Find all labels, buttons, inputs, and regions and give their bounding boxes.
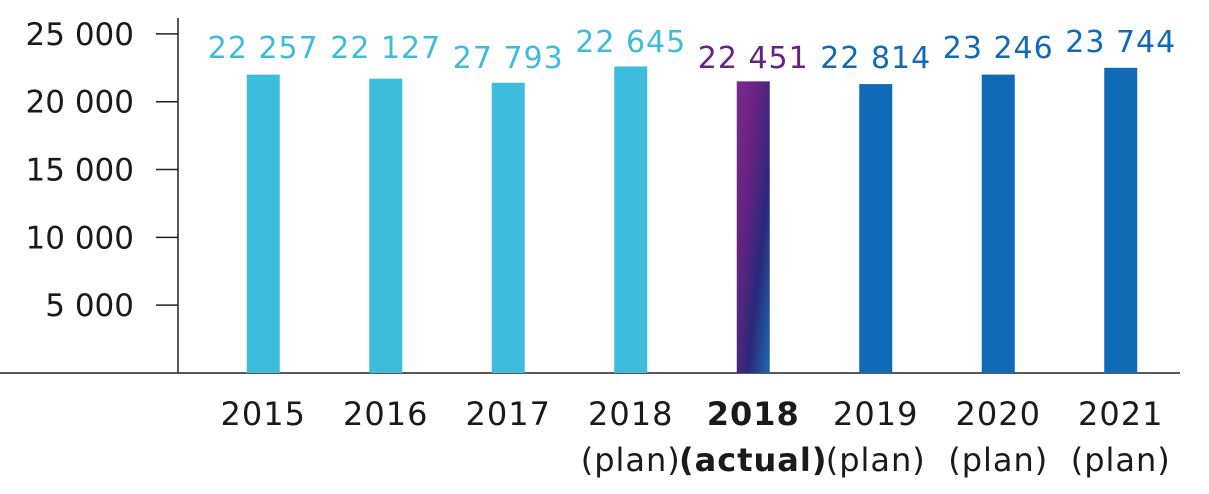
bar <box>491 82 525 373</box>
bar <box>369 78 403 373</box>
data-label: 22 127 <box>330 31 441 66</box>
x-axis: 2015 2016 2017 2018(plan)2018(actual)2019(p… <box>221 395 1171 479</box>
x-tick-label: 2017 <box>466 395 551 433</box>
data-label: 27 793 <box>453 41 564 76</box>
data-label: 22 451 <box>698 41 809 76</box>
data-label: 22 645 <box>575 25 686 60</box>
y-tick-label: 10 000 <box>26 220 134 256</box>
x-tick-sublabel: (plan) <box>826 441 926 479</box>
x-tick-label: 2020 <box>956 395 1041 433</box>
bar <box>736 81 770 373</box>
y-tick-label: 15 000 <box>26 153 134 189</box>
x-tick-label: 2016 <box>343 395 428 433</box>
y-tick-label: 20 000 <box>26 85 134 121</box>
x-tick-label: 2018 <box>707 395 800 433</box>
x-tick-label: 2015 <box>221 395 306 433</box>
x-tick-label: 2019 <box>833 395 918 433</box>
x-tick-sublabel: (actual) <box>679 441 827 479</box>
bar <box>1104 67 1138 374</box>
data-labels: 22 257 22 127 27 793 22 645 22 451 22 814 23 2… <box>208 25 1176 76</box>
x-tick-sublabel: (plan) <box>948 441 1048 479</box>
bar <box>981 74 1015 373</box>
data-label: 22 814 <box>820 41 931 76</box>
bar <box>246 74 280 373</box>
x-tick-sublabel: (plan) <box>581 441 681 479</box>
x-tick-label: 2018 <box>588 395 673 433</box>
x-tick-label: 2021 <box>1078 395 1163 433</box>
data-label: 23 246 <box>943 31 1054 66</box>
bars <box>246 66 1138 374</box>
data-label: 22 257 <box>208 31 319 66</box>
data-label: 23 744 <box>1065 25 1176 60</box>
y-tick-label: 25 000 <box>26 17 134 53</box>
x-tick-sublabel: (plan) <box>1071 441 1171 479</box>
bar <box>614 66 648 373</box>
bar <box>859 84 893 373</box>
y-tick-label: 5 000 <box>45 288 134 324</box>
